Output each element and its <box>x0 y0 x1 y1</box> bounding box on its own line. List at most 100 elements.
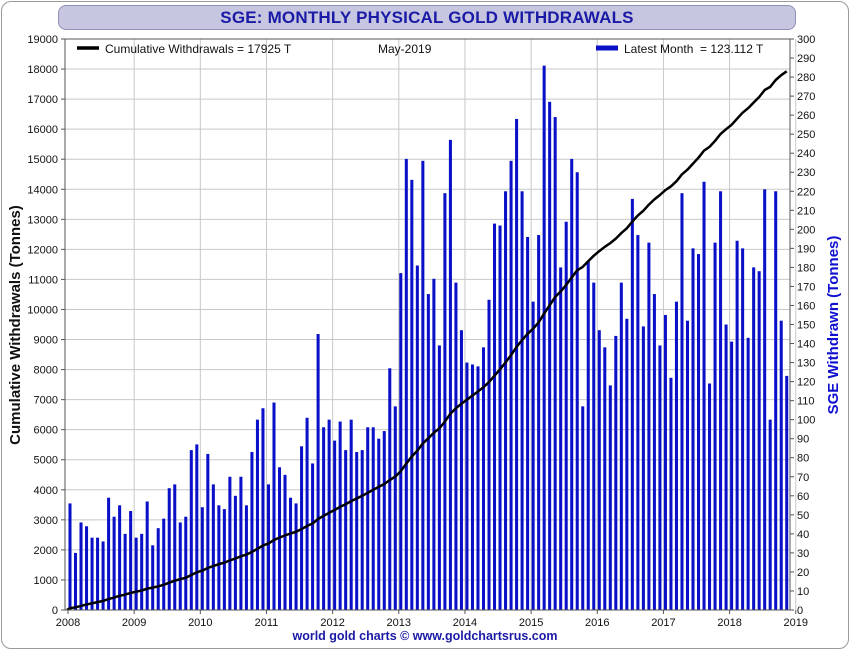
left-tick-label: 11000 <box>28 274 58 286</box>
right-tick-label: 290 <box>797 53 815 65</box>
right-tick-label: 40 <box>797 529 809 541</box>
bar <box>255 419 259 610</box>
bar <box>785 375 789 610</box>
left-tick-label: 0 <box>52 605 58 617</box>
bar <box>504 191 508 610</box>
bar <box>636 235 640 610</box>
x-tick-label: 2014 <box>453 617 477 629</box>
cumulative-line-path <box>66 70 788 612</box>
bar <box>526 236 530 611</box>
bar <box>140 533 144 610</box>
bar <box>647 242 651 610</box>
bar <box>592 282 596 610</box>
bar <box>349 419 353 610</box>
chart-title: SGE: MONTHLY PHYSICAL GOLD WITHDRAWALS <box>220 7 634 27</box>
bar <box>476 366 480 610</box>
bar <box>708 383 712 610</box>
bar <box>669 377 673 610</box>
bar <box>542 65 546 610</box>
bar <box>746 337 750 610</box>
bar <box>652 294 656 610</box>
right-tick-label: 280 <box>797 72 815 84</box>
bar <box>101 541 105 610</box>
right-tick-label: 270 <box>797 91 815 103</box>
left-tick-label: 19000 <box>27 34 58 46</box>
bar <box>459 330 463 610</box>
bar <box>641 326 645 610</box>
bar <box>377 438 381 610</box>
bar <box>774 191 778 610</box>
right-tick-label: 90 <box>797 434 809 446</box>
left-tick-label: 7000 <box>34 395 58 407</box>
bar <box>217 505 221 610</box>
bar <box>382 431 386 610</box>
x-tick-label: 2010 <box>188 617 212 629</box>
left-tick-label: 8000 <box>34 365 58 377</box>
bar <box>96 537 100 610</box>
bar <box>713 242 717 610</box>
bar <box>564 221 568 610</box>
left-tick-label: 15000 <box>27 154 58 166</box>
bar <box>537 235 541 610</box>
right-tick-label: 300 <box>797 34 815 46</box>
bar <box>333 440 337 610</box>
bar <box>178 522 182 610</box>
right-tick-label: 150 <box>797 320 815 332</box>
bar <box>421 160 425 610</box>
bar <box>85 526 89 610</box>
left-tick-label: 4000 <box>34 485 58 497</box>
x-tick-label: 2019 <box>784 617 808 629</box>
bar <box>90 537 94 610</box>
bar <box>685 320 690 610</box>
bar <box>719 191 723 610</box>
bar <box>338 421 342 610</box>
bar <box>586 261 590 610</box>
bar <box>426 294 430 610</box>
right-tick-label: 190 <box>797 243 815 255</box>
right-tick-label: 140 <box>797 339 815 351</box>
bar <box>454 282 458 610</box>
bar <box>327 419 331 610</box>
bar <box>520 191 524 610</box>
bar <box>493 223 497 610</box>
left-tick-label: 16000 <box>27 124 58 136</box>
bar <box>156 528 160 610</box>
left-tick-label: 10000 <box>27 304 58 316</box>
bar <box>167 488 171 610</box>
bar <box>658 345 662 610</box>
bar <box>697 254 701 610</box>
x-tick-label: 2016 <box>585 617 609 629</box>
bar <box>222 509 226 610</box>
bar <box>553 117 557 610</box>
bar <box>195 444 199 610</box>
bar <box>272 402 276 610</box>
bar <box>393 406 397 610</box>
x-axis-ticks: 2008 2009 2010 2011 2012 2013 2014 2015 2016 2017… <box>56 610 808 629</box>
left-tick-label: 5000 <box>34 455 58 467</box>
right-tick-label: 210 <box>797 205 815 217</box>
bar <box>470 364 474 610</box>
bar <box>388 368 392 610</box>
right-tick-label: 240 <box>797 148 815 160</box>
bar <box>118 505 122 610</box>
bar <box>322 427 326 610</box>
x-tick-label: 2009 <box>122 617 146 629</box>
bar <box>233 495 237 610</box>
bar <box>145 501 149 610</box>
bar <box>129 511 133 610</box>
bar <box>123 533 127 610</box>
left-tick-label: 9000 <box>34 335 58 347</box>
right-tick-label: 20 <box>797 567 809 579</box>
bar <box>371 427 375 610</box>
right-axis-ticks: 0 10 20 30 40 50 60 70 80 90 100 110 120 130 140 150 160… <box>790 34 815 617</box>
bar <box>448 139 452 611</box>
x-tick-label: 2018 <box>717 617 741 629</box>
right-tick-label: 180 <box>797 262 815 274</box>
left-tick-label: 3000 <box>34 515 58 527</box>
x-tick-label: 2015 <box>519 617 543 629</box>
bar <box>173 484 177 610</box>
bar <box>200 507 204 610</box>
left-tick-label: 17000 <box>27 94 58 106</box>
right-tick-label: 100 <box>797 415 815 427</box>
right-tick-label: 260 <box>797 110 815 122</box>
